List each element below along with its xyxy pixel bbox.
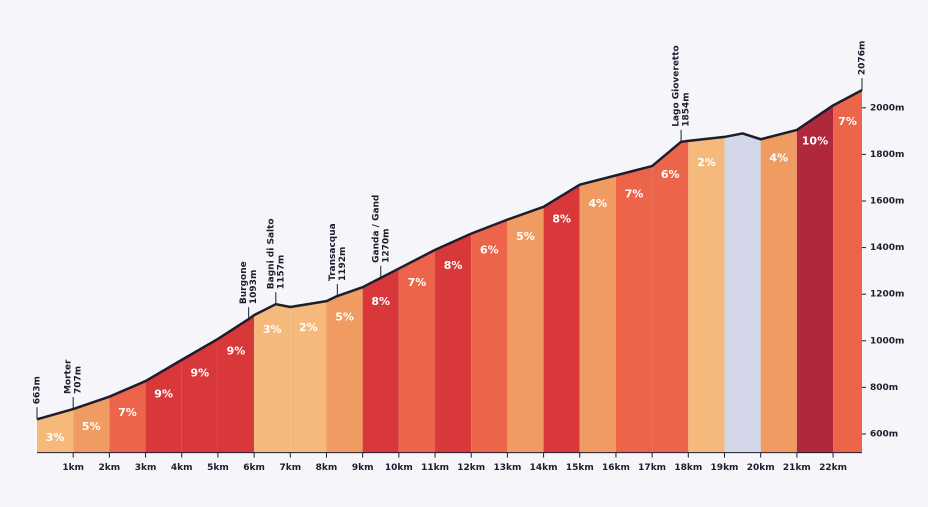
segment-label: 2% xyxy=(697,156,716,169)
waypoint-label: Burgone 1093m xyxy=(239,261,259,304)
y-tick-label: 1800m xyxy=(870,150,904,160)
segment-label: 2% xyxy=(299,321,318,334)
waypoint-label: Lago Gioveretto 1854m xyxy=(672,45,692,127)
gradient-segment xyxy=(724,133,761,453)
gradient-segment xyxy=(326,287,363,453)
waypoint-label: Bagni di Salto 1157m xyxy=(266,218,286,289)
segment-label: 5% xyxy=(335,311,354,324)
waypoint-label: 663m xyxy=(33,376,43,404)
segment-label: 9% xyxy=(227,344,246,357)
waypoint-name: Morter xyxy=(64,359,74,394)
segment-label: 8% xyxy=(371,295,390,308)
gradient-segment xyxy=(145,359,182,453)
y-tick-label: 1400m xyxy=(870,243,904,253)
waypoint-name: Burgone xyxy=(239,261,249,304)
waypoint-name: Bagni di Salto xyxy=(266,218,276,289)
x-tick-label: 9km xyxy=(352,463,374,473)
segment-label: 8% xyxy=(444,259,463,272)
x-tick-label: 1km xyxy=(62,463,84,473)
waypoint-label: Transacqua 1192m xyxy=(328,223,348,281)
segment-label: 9% xyxy=(154,387,173,400)
waypoint-name: Lago Gioveretto xyxy=(672,45,682,127)
segment-label: 3% xyxy=(263,323,282,336)
segment-label: 6% xyxy=(480,244,499,257)
waypoint-elevation: 707m xyxy=(74,366,84,394)
x-tick-label: 21km xyxy=(783,463,811,473)
x-tick-label: 16km xyxy=(602,463,630,473)
waypoint-elevation: 1854m xyxy=(682,92,692,126)
x-tick-label: 5km xyxy=(207,463,229,473)
waypoint-label: Ganda / Gand 1270m xyxy=(371,195,391,263)
segment-label: 4% xyxy=(769,152,788,165)
x-tick-label: 14km xyxy=(530,463,558,473)
x-tick-label: 7km xyxy=(279,463,301,473)
gradient-segment xyxy=(435,233,472,453)
x-tick-label: 10km xyxy=(385,463,413,473)
gradient-segment xyxy=(181,338,218,453)
x-tick-label: 8km xyxy=(316,463,338,473)
x-tick-label: 20km xyxy=(747,463,775,473)
segment-label: 3% xyxy=(46,431,65,444)
x-tick-label: 11km xyxy=(421,463,449,473)
waypoint-name: Ganda / Gand xyxy=(371,195,381,263)
gradient-segment xyxy=(254,304,291,453)
gradient-segment xyxy=(362,268,399,453)
gradient-segment xyxy=(471,219,508,453)
x-tick-label: 4km xyxy=(171,463,193,473)
x-tick-label: 22km xyxy=(819,463,847,473)
gradient-segment xyxy=(615,166,653,453)
segment-label: 10% xyxy=(802,135,828,148)
gradient-segment xyxy=(398,249,436,453)
waypoint-label: Morter 707m xyxy=(64,359,84,394)
waypoint-elevation: 663m xyxy=(33,376,43,404)
waypoint-elevation: 2076m xyxy=(858,41,868,75)
gradient-segment xyxy=(543,184,580,453)
gradient-segment xyxy=(688,136,725,453)
segment-label: 7% xyxy=(838,115,857,128)
y-tick-label: 1600m xyxy=(870,196,904,206)
waypoint-name: Transacqua xyxy=(328,223,338,281)
segment-label: 7% xyxy=(625,188,644,201)
x-tick-label: 17km xyxy=(638,463,666,473)
segment-label: 9% xyxy=(190,366,209,379)
segment-label: 8% xyxy=(552,213,571,226)
x-tick-label: 2km xyxy=(99,463,121,473)
y-tick-label: 1200m xyxy=(870,290,904,300)
x-tick-label: 18km xyxy=(674,463,702,473)
gradient-segment xyxy=(109,381,146,453)
waypoint-elevation: 1192m xyxy=(338,247,348,281)
gradient-segment xyxy=(760,129,797,453)
waypoint-label: 2076m xyxy=(858,41,868,75)
x-tick-label: 3km xyxy=(135,463,157,473)
waypoint-elevation: 1270m xyxy=(381,228,391,262)
waypoint-elevation: 1093m xyxy=(249,270,259,304)
gradient-segment xyxy=(37,409,74,453)
x-tick-label: 19km xyxy=(711,463,739,473)
y-tick-label: 2000m xyxy=(870,103,904,113)
y-tick-label: 600m xyxy=(870,429,898,439)
gradient-segment xyxy=(579,175,616,453)
segment-label: 5% xyxy=(516,230,535,243)
gradient-segment xyxy=(73,396,110,453)
segment-label: 4% xyxy=(589,197,608,210)
gradient-segment xyxy=(217,315,255,453)
x-tick-label: 6km xyxy=(243,463,265,473)
gradient-segment xyxy=(507,206,544,453)
x-tick-label: 12km xyxy=(457,463,485,473)
y-tick-label: 1000m xyxy=(870,336,904,346)
segment-label: 6% xyxy=(661,168,680,181)
segment-label: 7% xyxy=(408,276,427,289)
y-tick-label: 800m xyxy=(870,383,898,393)
x-tick-label: 15km xyxy=(566,463,594,473)
gradient-segment xyxy=(652,140,689,453)
x-tick-label: 13km xyxy=(493,463,521,473)
segment-label: 5% xyxy=(82,420,101,433)
gradient-segment xyxy=(290,301,327,453)
waypoint-elevation: 1157m xyxy=(276,255,286,289)
gradient-segment xyxy=(833,90,862,453)
elevation-line xyxy=(36,88,863,421)
gradient-segment xyxy=(796,105,834,453)
segment-label: 7% xyxy=(118,406,137,419)
